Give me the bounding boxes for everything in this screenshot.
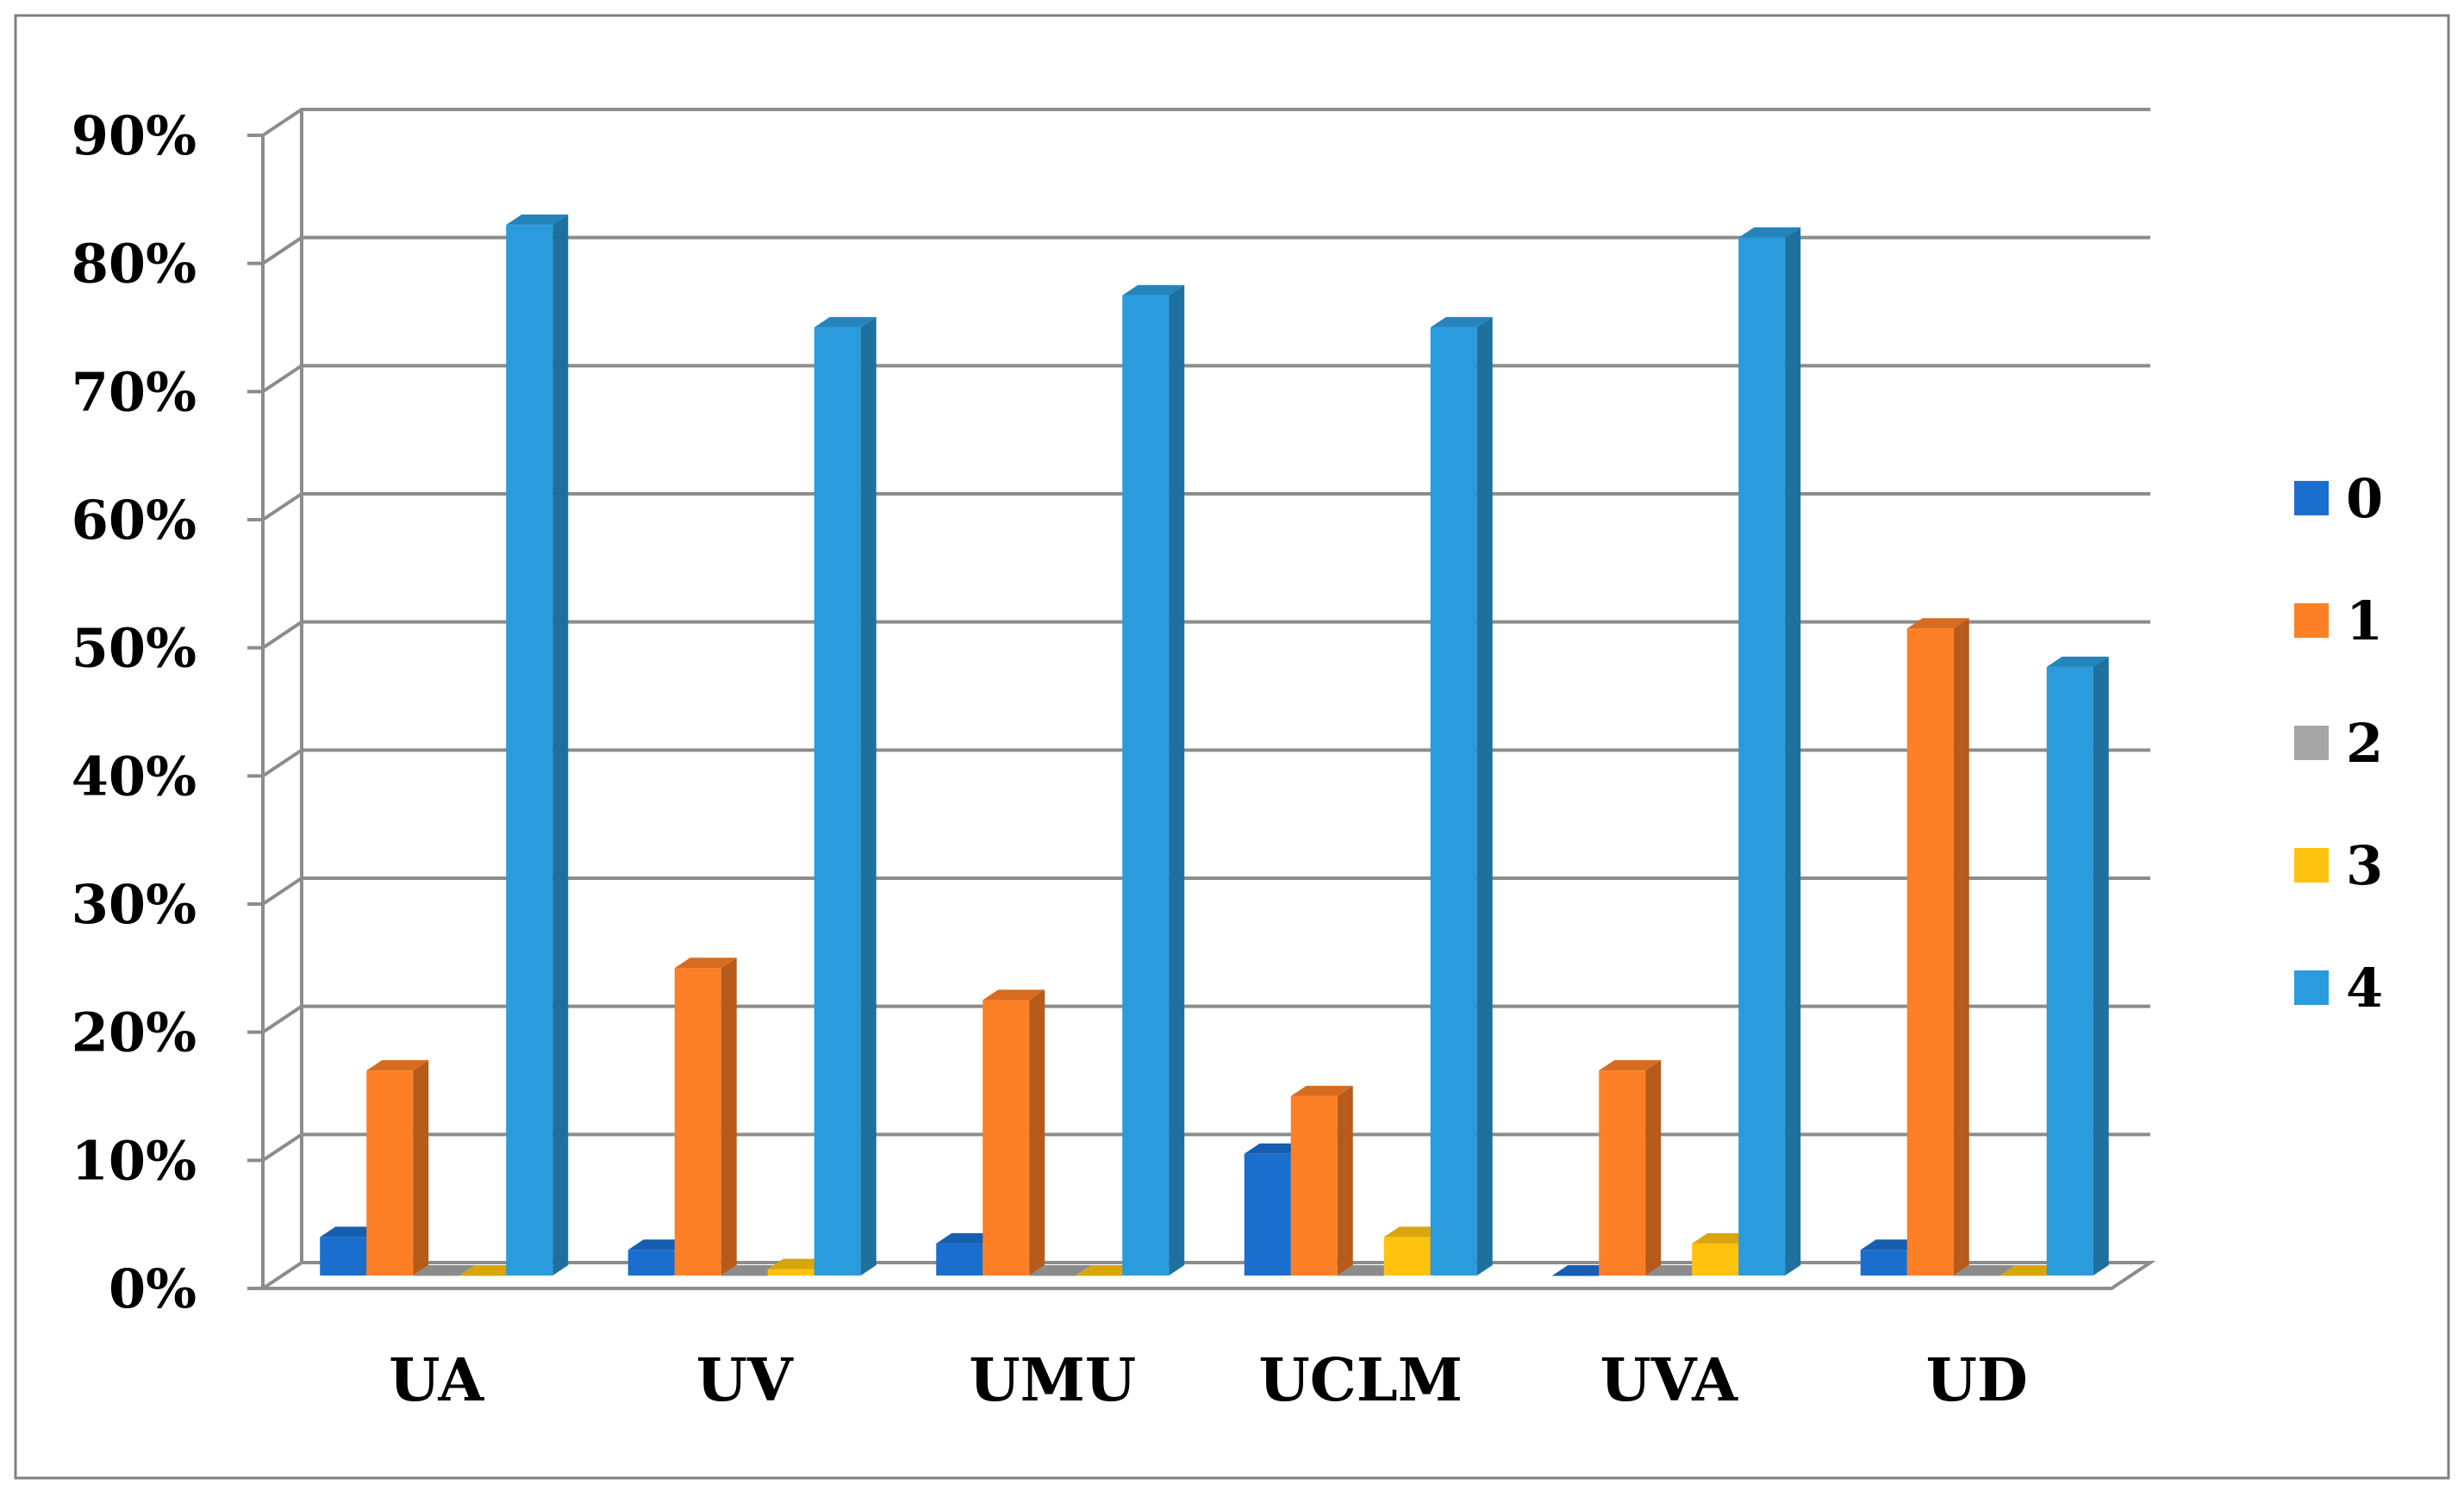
legend-swatch-2 — [2294, 726, 2329, 760]
bar-side-face — [720, 957, 737, 1276]
bar-front-face — [1244, 1153, 1291, 1276]
x-axis-category-labels: UA UV UMU UCLM UVA UD — [389, 1346, 2028, 1415]
bar-front-face — [936, 1243, 983, 1276]
y-tick-label: 50% — [72, 617, 196, 680]
bar-front-face — [1122, 295, 1170, 1276]
legend-label-1: 1 — [2346, 589, 2383, 652]
bar-top-face — [814, 316, 876, 327]
bar-top-face — [982, 989, 1045, 1001]
x-category-label: UV — [696, 1346, 794, 1415]
bar-umu-series-4 — [1122, 284, 1185, 1276]
bar-front-face — [366, 1070, 414, 1276]
y-tick-label: 90% — [72, 104, 196, 167]
bar-front-face — [1692, 1243, 1739, 1276]
y-tick-label: 20% — [72, 1001, 196, 1064]
floor-outline — [257, 1261, 2156, 1290]
plot-grid — [247, 108, 2156, 1290]
bar-front-face — [1860, 1250, 1907, 1276]
y-tick-label: 10% — [72, 1129, 196, 1192]
bar-front-face — [506, 224, 553, 1276]
bar-top-face — [1290, 1085, 1353, 1096]
bar-side-face — [1476, 316, 1493, 1276]
legend-label-4: 4 — [2346, 957, 2383, 1020]
legend: 0 1 2 3 4 — [2294, 467, 2383, 1020]
legend-label-2: 2 — [2346, 712, 2383, 775]
bar-side-face — [1169, 284, 1185, 1276]
bar-top-face — [1906, 618, 1969, 629]
bar-front-face — [814, 327, 861, 1276]
y-tick-label: 0% — [109, 1257, 196, 1320]
bar-top-face — [1430, 316, 1493, 327]
bar-top-face — [1953, 1265, 2016, 1276]
bar-front-face — [627, 1250, 675, 1276]
bar-ua-series-4 — [506, 214, 569, 1276]
bar-side-face — [1785, 227, 1801, 1276]
bar-top-face — [1738, 227, 1801, 238]
bar-uv-series-1 — [674, 957, 737, 1276]
bar-side-face — [860, 316, 876, 1276]
bar-ud-series-2 — [1953, 1265, 2016, 1276]
bar-side-face — [413, 1060, 429, 1276]
bar-ua-series-2 — [413, 1265, 476, 1276]
bar-side-face — [1645, 1060, 1662, 1276]
bar-top-face — [2046, 656, 2109, 667]
bar-ud-series-4 — [2046, 656, 2109, 1276]
bar-top-face — [1122, 284, 1185, 296]
bar-front-face — [2046, 666, 2093, 1276]
bar-front-face — [1906, 628, 1954, 1276]
bar-top-face — [1599, 1060, 1662, 1071]
bar-ua-series-1 — [366, 1060, 429, 1276]
bar-side-face — [2093, 656, 2109, 1276]
y-tick-label: 30% — [72, 873, 196, 936]
legend-swatch-3 — [2294, 848, 2329, 883]
bar-uva-series-1 — [1599, 1060, 1662, 1276]
y-axis-tick-labels: 0% 10% 20% 30% 40% 50% 60% 70% 80% 90% — [72, 104, 196, 1320]
bar-top-face — [413, 1265, 476, 1276]
x-category-label: UCLM — [1258, 1346, 1463, 1415]
bar-uclm-series-4 — [1430, 316, 1493, 1276]
bar-uva-series-4 — [1738, 227, 1801, 1276]
bar-front-face — [767, 1269, 814, 1276]
bar-ud-series-1 — [1906, 618, 1969, 1276]
bar-front-face — [1290, 1095, 1338, 1276]
bar-front-face — [1430, 327, 1477, 1276]
x-category-label: UMU — [969, 1346, 1136, 1415]
bar-umu-series-2 — [1029, 1265, 1092, 1276]
bar-top-face — [1029, 1265, 1092, 1276]
x-category-label: UVA — [1600, 1346, 1738, 1415]
bar-side-face — [1337, 1085, 1353, 1276]
bar-front-face — [1383, 1237, 1431, 1276]
bar-top-face — [366, 1060, 429, 1071]
legend-label-3: 3 — [2346, 834, 2383, 897]
bar-side-face — [1029, 989, 1045, 1276]
bar-front-face — [1599, 1070, 1646, 1276]
legend-swatch-4 — [2294, 970, 2329, 1005]
bar-side-face — [1953, 618, 1969, 1276]
legend-label-0: 0 — [2346, 467, 2383, 530]
bar-top-face — [506, 214, 569, 225]
legend-swatch-1 — [2294, 603, 2329, 638]
bar-front-face — [1738, 237, 1786, 1276]
y-tick-label: 60% — [72, 489, 196, 552]
bar-umu-series-1 — [982, 989, 1045, 1276]
y-tick-label: 70% — [72, 360, 196, 423]
bar-uv-series-4 — [814, 316, 876, 1276]
y-tick-label: 40% — [72, 745, 196, 808]
bar-front-face — [674, 968, 721, 1276]
x-category-label: UA — [389, 1346, 484, 1415]
y-tick-label: 80% — [72, 233, 196, 296]
bars — [320, 214, 2109, 1276]
bar-uclm-series-1 — [1290, 1085, 1353, 1276]
legend-swatch-0 — [2294, 481, 2329, 515]
x-category-label: UD — [1926, 1346, 2028, 1415]
bar-front-face — [320, 1237, 367, 1276]
bar-front-face — [982, 1000, 1030, 1276]
bar-top-face — [674, 957, 737, 969]
bar-side-face — [552, 214, 569, 1276]
